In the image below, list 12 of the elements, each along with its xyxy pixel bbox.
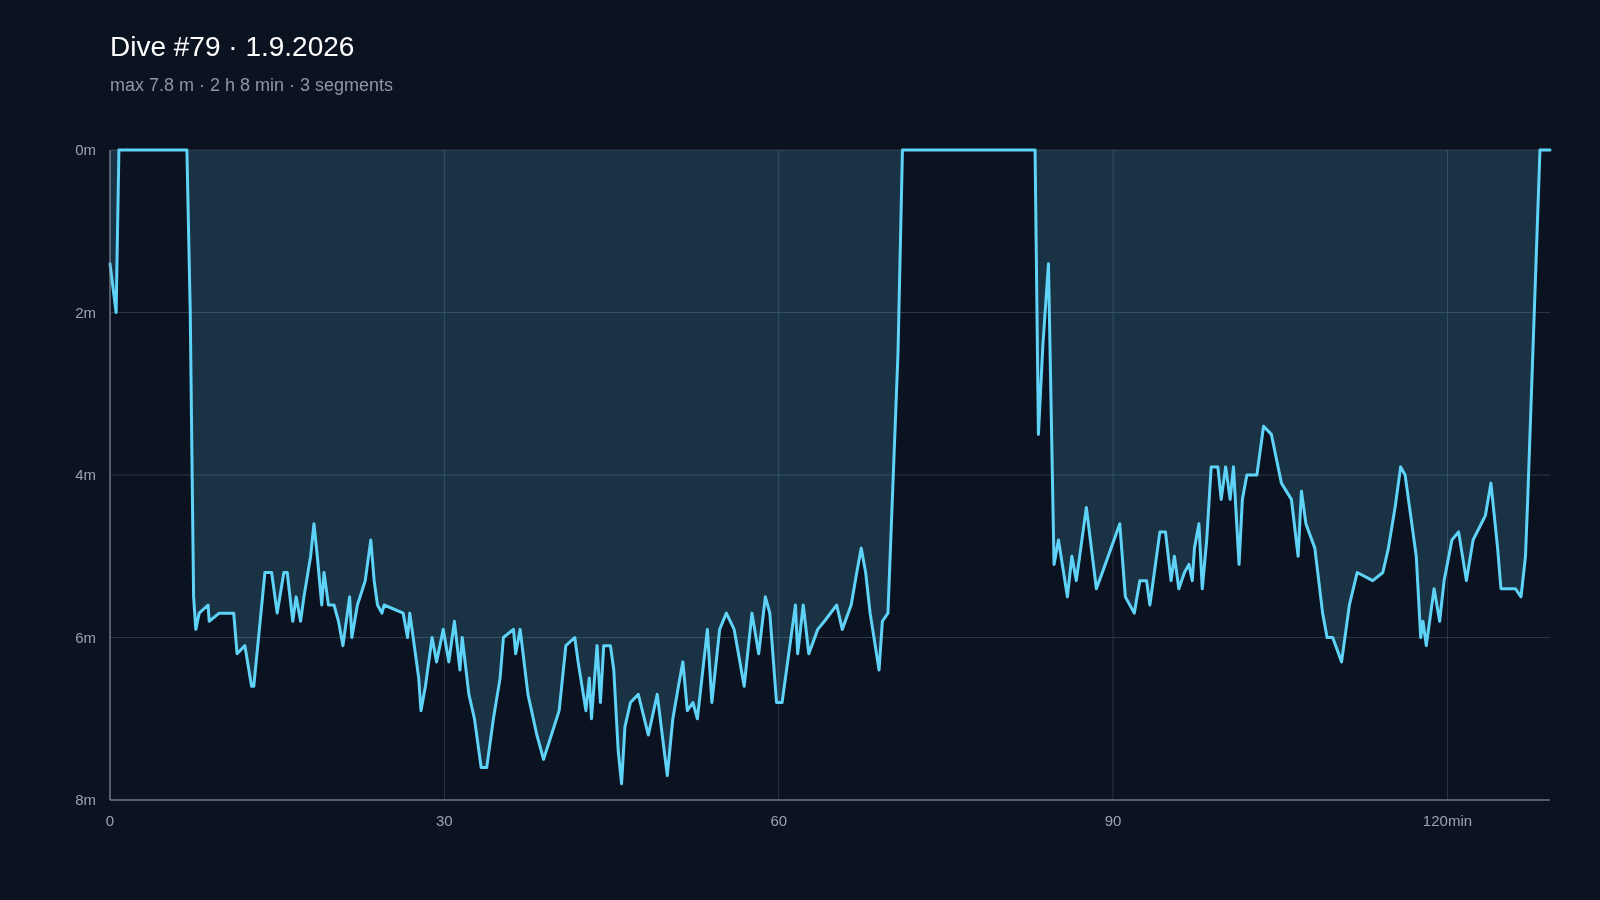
y-tick-label: 0m [75, 141, 96, 159]
y-tick-label: 4m [75, 466, 96, 484]
chart-subtitle: max 7.8 m · 2 h 8 min · 3 segments [110, 75, 394, 95]
x-tick-label: 0 [105, 812, 115, 829]
x-tick-label: 120min [1422, 812, 1473, 829]
x-tick-label: 60 [770, 812, 788, 829]
x-tick-label: 90 [1104, 812, 1122, 829]
y-tick-label: 2m [75, 303, 96, 321]
y-tick-label: 6m [75, 628, 96, 646]
y-tick-label: 8m [75, 791, 96, 809]
chart-title: Dive #79 · 1.9.2026 [110, 31, 355, 62]
x-tick-label: 30 [436, 812, 453, 829]
